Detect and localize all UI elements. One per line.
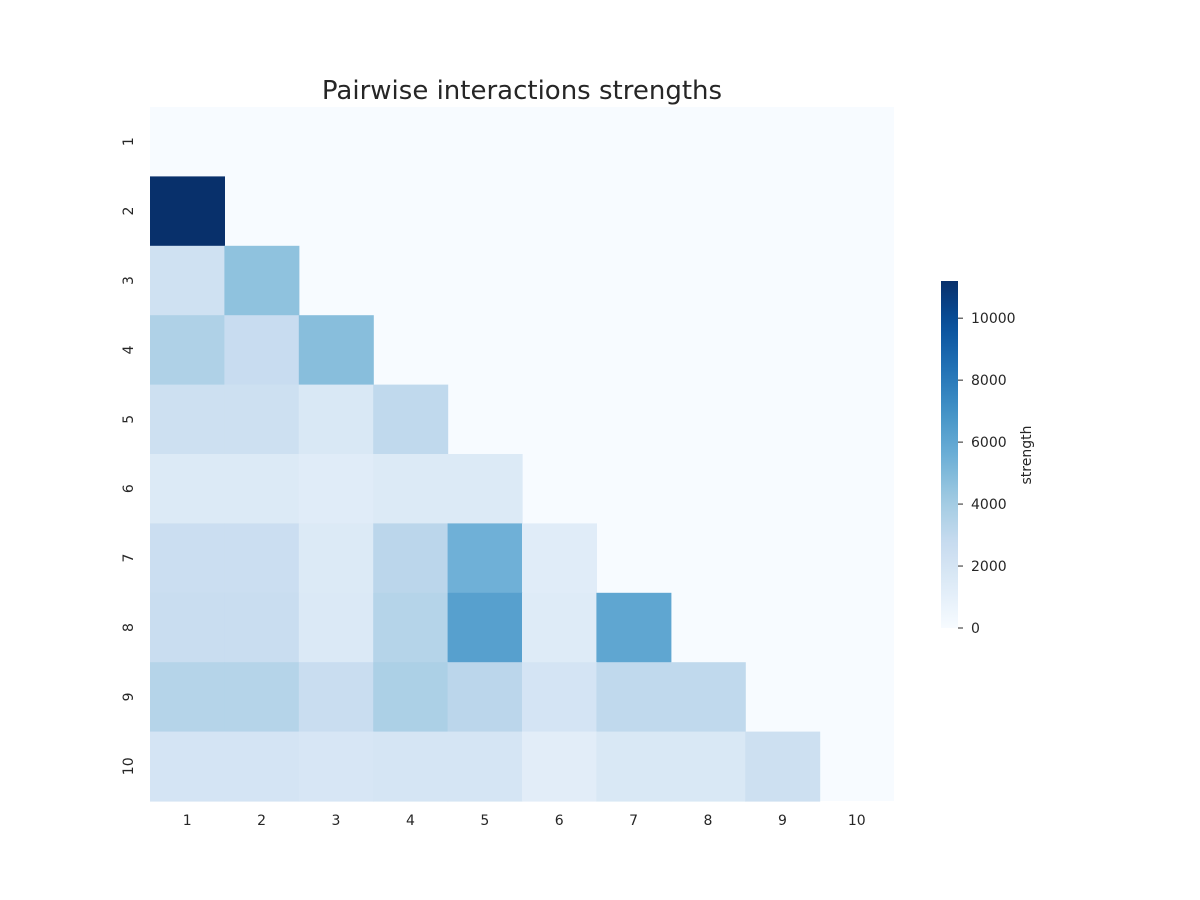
y-tick-label: 8 <box>121 623 137 632</box>
heatmap-cell <box>224 384 300 455</box>
y-tick-label: 1 <box>121 137 137 146</box>
y-tick-label: 5 <box>121 415 137 424</box>
colorbar-label: strength <box>1019 426 1035 485</box>
heatmap-cell <box>596 731 672 802</box>
colorbar: 0 2000 4000 6000 8000 10000 <box>941 281 1016 637</box>
x-tick-label: 1 <box>183 813 192 829</box>
heatmap-cell <box>298 592 374 663</box>
heatmap-cell <box>373 523 449 594</box>
heatmap-cells <box>150 176 821 802</box>
heatmap-cell <box>298 454 374 524</box>
x-tick-labels: 1 2 3 4 5 6 7 8 9 10 <box>183 813 866 829</box>
heatmap-cell <box>150 523 225 594</box>
heatmap-cell <box>150 592 225 663</box>
heatmap-cell <box>298 731 374 802</box>
x-tick-label: 3 <box>332 813 341 829</box>
heatmap-cell <box>150 315 225 386</box>
heatmap-cell <box>373 454 449 524</box>
x-tick-label: 7 <box>629 813 638 829</box>
heatmap-cell <box>596 592 672 663</box>
y-tick-label: 9 <box>121 692 137 701</box>
heatmap-cell <box>298 662 374 733</box>
heatmap-cell <box>150 662 225 733</box>
heatmap-cell <box>745 731 821 802</box>
heatmap-cell <box>447 662 523 733</box>
y-tick-label: 2 <box>121 207 137 216</box>
heatmap-cell <box>224 315 300 386</box>
colorbar-tick-label: 4000 <box>971 497 1007 513</box>
heatmap-cell <box>150 384 225 455</box>
heatmap-cell <box>447 523 523 594</box>
heatmap-cell <box>298 384 374 455</box>
heatmap-cell <box>522 523 597 594</box>
colorbar-tick-label: 6000 <box>971 435 1007 451</box>
x-tick-label: 4 <box>406 813 415 829</box>
colorbar-tick-label: 8000 <box>971 373 1007 389</box>
colorbar-tick-label: 0 <box>971 621 980 637</box>
heatmap-cell <box>150 454 225 524</box>
heatmap-cell <box>224 523 300 594</box>
heatmap-cell <box>224 592 300 663</box>
y-tick-label: 3 <box>121 276 137 285</box>
heatmap-cell <box>522 662 597 733</box>
heatmap-cell <box>224 245 300 316</box>
heatmap-cell <box>150 731 225 802</box>
heatmap-cell <box>224 454 300 524</box>
heatmap-cell <box>447 731 523 802</box>
heatmap-cell <box>447 592 523 663</box>
y-tick-labels: 1 2 3 4 5 6 7 8 9 10 <box>121 137 137 775</box>
heatmap-cell <box>224 731 300 802</box>
heatmap-cell <box>373 662 449 733</box>
heatmap-cell <box>373 384 449 455</box>
heatmap-cell <box>150 245 225 316</box>
y-tick-label: 6 <box>121 484 137 493</box>
y-tick-label: 4 <box>121 345 137 354</box>
heatmap-cell <box>298 315 374 386</box>
heatmap-cell <box>670 662 746 733</box>
colorbar-gradient <box>941 281 958 628</box>
x-tick-label: 5 <box>480 813 489 829</box>
x-tick-label: 6 <box>555 813 564 829</box>
heatmap-cell <box>596 662 672 733</box>
x-tick-label: 2 <box>257 813 266 829</box>
y-tick-label: 10 <box>121 757 137 775</box>
heatmap-cell <box>224 662 300 733</box>
y-tick-label: 7 <box>121 554 137 563</box>
heatmap-cell <box>670 731 746 802</box>
heatmap-cell <box>447 454 523 524</box>
colorbar-tick-label: 2000 <box>971 559 1007 575</box>
chart-title: Pairwise interactions strengths <box>322 76 722 106</box>
x-tick-label: 10 <box>848 813 866 829</box>
heatmap-cell <box>522 731 597 802</box>
x-tick-label: 8 <box>704 813 713 829</box>
heatmap-cell <box>373 592 449 663</box>
x-tick-label: 9 <box>778 813 787 829</box>
heatmap-cell <box>150 176 225 247</box>
heatmap-cell <box>298 523 374 594</box>
heatmap-cell <box>373 731 449 802</box>
colorbar-tick-label: 10000 <box>971 311 1016 327</box>
heatmap-cell <box>522 592 597 663</box>
